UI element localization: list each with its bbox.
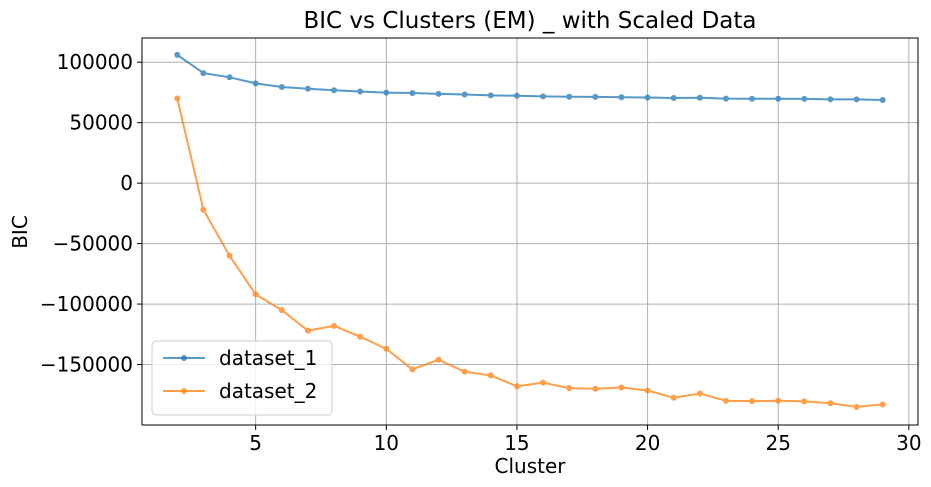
data-point: [775, 95, 782, 102]
data-point: [278, 83, 285, 90]
data-point: [592, 385, 599, 392]
series-line: [176, 54, 883, 102]
series-dataset_2: [174, 95, 886, 410]
legend-marker-dataset-1: [181, 355, 187, 361]
data-point: [513, 383, 520, 390]
plot-frame: [141, 37, 919, 426]
data-point: [540, 379, 547, 386]
data-point: [670, 394, 677, 401]
data-point: [879, 401, 886, 408]
y-tick-label: −50000: [53, 232, 133, 256]
data-point: [226, 252, 233, 259]
data-point: [383, 345, 390, 352]
data-point: [827, 96, 834, 103]
data-point: [853, 96, 860, 103]
x-tick-label: 30: [896, 431, 921, 455]
data-point: [618, 384, 625, 391]
legend-label-dataset-2: dataset_2: [219, 379, 317, 403]
y-tick-label: 100000: [57, 50, 133, 74]
data-point: [696, 390, 703, 397]
x-axis-label: Cluster: [495, 454, 567, 478]
data-point: [435, 90, 442, 97]
data-point: [409, 366, 416, 373]
x-tick-label: 5: [249, 431, 262, 455]
data-point: [331, 322, 338, 329]
legend-label-dataset-1: dataset_1: [219, 346, 317, 370]
data-point: [540, 93, 547, 100]
data-point: [670, 94, 677, 101]
data-point: [252, 291, 259, 298]
x-tick-label: 25: [765, 431, 790, 455]
data-point: [304, 327, 311, 334]
y-tick-label: 50000: [69, 111, 133, 135]
data-point: [487, 92, 494, 99]
data-point: [644, 94, 651, 101]
y-tick-label: −100000: [40, 292, 133, 316]
data-point: [853, 403, 860, 410]
series-dataset_1: [174, 51, 886, 104]
series-layer: [174, 51, 886, 410]
y-tick-label: −150000: [40, 353, 133, 377]
data-point: [278, 307, 285, 314]
data-point: [801, 95, 808, 102]
data-point: [775, 397, 782, 404]
data-point: [409, 90, 416, 97]
x-tick-label: 20: [635, 431, 660, 455]
data-point: [749, 95, 756, 102]
data-point: [461, 91, 468, 98]
data-point: [383, 89, 390, 96]
data-point: [174, 51, 181, 58]
data-point: [749, 398, 756, 405]
data-point: [357, 88, 364, 95]
data-point: [357, 333, 364, 340]
data-point: [200, 70, 207, 77]
data-point: [226, 74, 233, 81]
data-point: [801, 398, 808, 405]
legend-marker-dataset-2: [181, 388, 187, 394]
chart-title: BIC vs Clusters (EM) _ with Scaled Data: [303, 8, 756, 34]
data-point: [513, 92, 520, 99]
ticks: 5 10 15 20 25 30 −150000 −100000 −50000 0 50000 100…: [40, 50, 922, 455]
data-point: [566, 93, 573, 100]
x-tick-label: 15: [504, 431, 529, 455]
y-tick-label: 0: [120, 171, 133, 195]
x-tick-label: 10: [374, 431, 399, 455]
data-point: [200, 206, 207, 213]
data-point: [487, 372, 494, 379]
legend-box: [151, 340, 333, 416]
data-point: [592, 93, 599, 100]
data-point: [827, 400, 834, 407]
data-point: [304, 85, 311, 92]
data-point: [435, 356, 442, 363]
legend: dataset_1 dataset_2: [151, 340, 333, 416]
data-point: [461, 368, 468, 375]
data-point: [618, 94, 625, 101]
y-axis-label: BIC: [8, 215, 32, 249]
data-point: [696, 94, 703, 101]
data-point: [252, 80, 259, 87]
data-point: [722, 397, 729, 404]
data-point: [644, 387, 651, 394]
data-point: [722, 95, 729, 102]
series-line: [176, 98, 883, 408]
data-point: [879, 97, 886, 104]
data-point: [566, 385, 573, 392]
data-point: [331, 87, 338, 94]
data-point: [174, 95, 181, 102]
